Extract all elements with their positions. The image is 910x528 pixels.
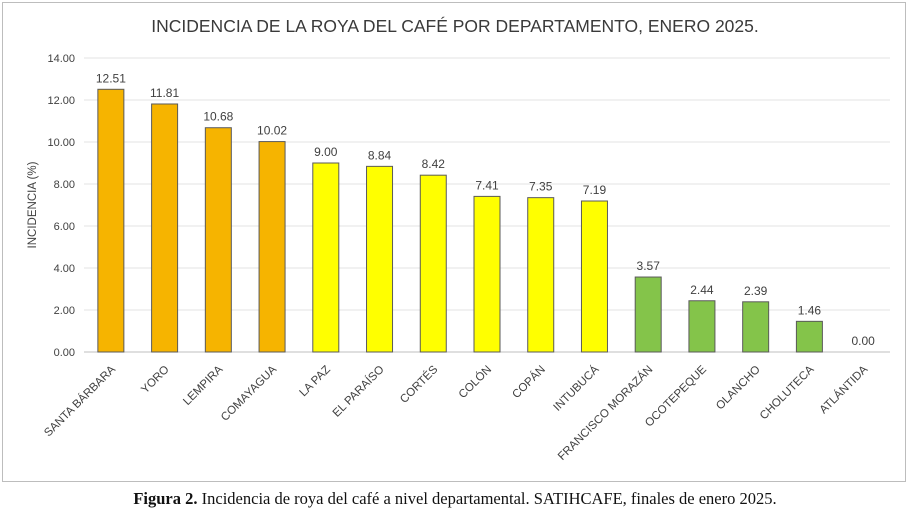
x-tick-label: COLÓN (456, 363, 494, 401)
y-tick-label: 14.00 (47, 53, 75, 65)
bar (151, 103, 179, 353)
bar (473, 195, 501, 353)
data-label: 12.51 (96, 71, 126, 85)
bar (634, 276, 662, 353)
data-label: 2.39 (744, 284, 768, 298)
data-label: 9.00 (314, 145, 338, 159)
data-label: 10.02 (257, 124, 287, 138)
bar (688, 300, 716, 353)
y-tick-label: 8.00 (54, 179, 75, 191)
y-tick-label: 6.00 (54, 221, 75, 233)
x-tick-label: LEMPIRA (181, 363, 225, 407)
x-tick-label: COPÁN (510, 363, 548, 401)
y-tick-label: 12.00 (47, 95, 75, 107)
x-tick-label: LA PAZ (297, 364, 332, 399)
bar (204, 127, 232, 353)
data-label: 3.57 (637, 259, 661, 273)
caption-text: Incidencia de roya del café a nivel depa… (197, 489, 777, 508)
data-label: 7.35 (529, 180, 553, 194)
data-label: 10.68 (203, 110, 233, 124)
x-tick-label: FRANCISCO MORAZÁN (555, 363, 655, 463)
bar (795, 320, 823, 353)
y-axis-label: INCIDENCIA (%) (27, 161, 39, 248)
bar (419, 174, 447, 353)
x-tick-label: YORO (139, 364, 171, 396)
x-tick-label: CORTÉS (397, 363, 440, 406)
x-tick-label: SANTA BÁRBARA (42, 363, 119, 440)
y-tick-label: 10.00 (47, 137, 75, 149)
y-tick-label: 4.00 (54, 263, 75, 275)
figure-caption: Figura 2. Incidencia de roya del café a … (0, 489, 910, 509)
data-label: 2.44 (690, 283, 714, 297)
x-tick-label: COMAYAGUA (219, 363, 279, 423)
data-label: 7.41 (475, 178, 499, 192)
bar (97, 88, 125, 353)
data-label: 1.46 (798, 303, 822, 317)
data-label: 0.00 (851, 334, 875, 348)
y-tick-label: 0.00 (54, 347, 75, 359)
chart-title: INCIDENCIA DE LA ROYA DEL CAFÉ POR DEPAR… (151, 16, 758, 36)
bar (527, 197, 555, 353)
data-label: 11.81 (150, 86, 179, 100)
data-label: 8.84 (368, 148, 392, 162)
caption-label: Figura 2. (133, 489, 198, 508)
bar-chart: INCIDENCIA DE LA ROYA DEL CAFÉ POR DEPAR… (27, 16, 890, 463)
bar (312, 162, 340, 353)
data-label: 7.19 (583, 183, 607, 197)
bar (580, 200, 608, 353)
x-tick-label: CHOLUTECA (758, 363, 817, 422)
data-label: 8.42 (422, 157, 446, 171)
x-tick-label: EL PARAÍSO (330, 363, 387, 420)
x-tick-label: ATLÁNTIDA (817, 363, 871, 417)
x-tick-label: INTUBUCÁ (551, 363, 602, 414)
bar (366, 165, 394, 353)
bar (742, 301, 770, 353)
x-tick-label: OLANCHO (714, 364, 763, 413)
y-tick-label: 2.00 (54, 305, 75, 317)
bar (258, 141, 286, 353)
